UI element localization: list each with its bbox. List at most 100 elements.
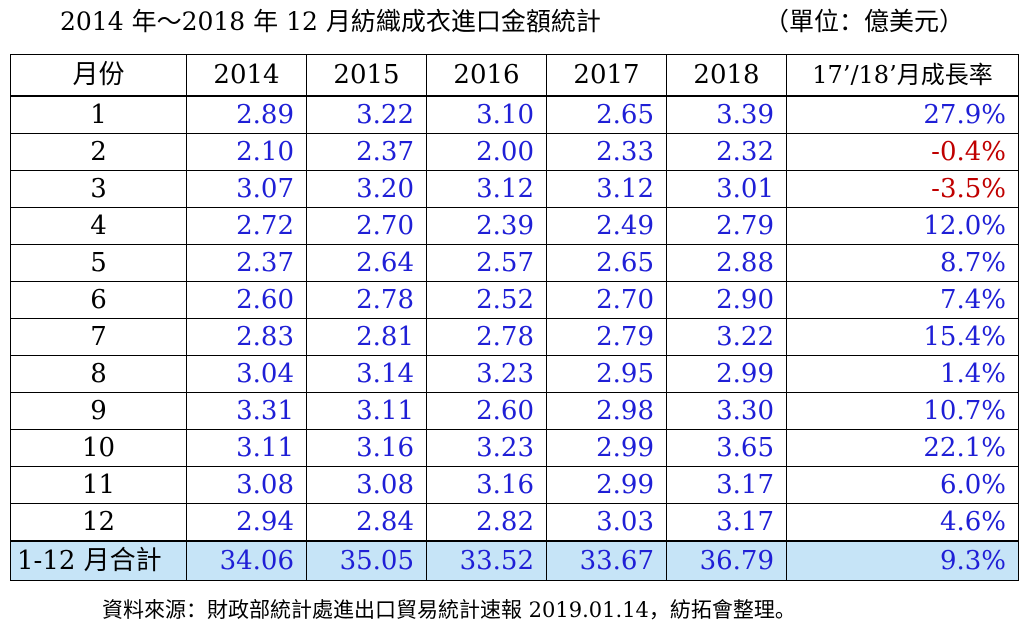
column-header-2014: 2014 (186, 54, 307, 97)
value-cell-2015: 3.20 (306, 170, 427, 208)
value-cell-2018: 2.90 (666, 281, 787, 319)
value-cell-2016: 3.16 (426, 466, 547, 504)
growth-rate-cell: 8.7% (786, 244, 1019, 282)
value-cell-2015: 35.05 (306, 540, 427, 581)
column-header-2015: 2015 (306, 54, 427, 97)
value-cell-2018: 3.01 (666, 170, 787, 208)
growth-rate-cell: 6.0% (786, 466, 1019, 504)
value-cell-2017: 2.65 (546, 95, 667, 134)
value-cell-2017: 2.95 (546, 355, 667, 393)
table-row: 6 2.60 2.78 2.52 2.70 2.90 7.4% (10, 281, 1019, 319)
column-header-2017: 2017 (546, 54, 667, 97)
value-cell-2014: 2.37 (186, 244, 307, 282)
value-cell-2016: 3.23 (426, 355, 547, 393)
value-cell-2018: 3.17 (666, 503, 787, 542)
growth-rate-cell: -3.5% (786, 170, 1019, 208)
table-row: 12 2.94 2.84 2.82 3.03 3.17 4.6% (10, 503, 1019, 542)
value-cell-2017: 2.49 (546, 207, 667, 245)
source-text: 資料來源：財政部統計處進出口貿易統計速報 2019.01.14，紡拓會整理。 (102, 598, 796, 622)
value-cell-2014: 3.11 (186, 429, 307, 467)
table-row: 4 2.72 2.70 2.39 2.49 2.79 12.0% (10, 207, 1019, 245)
value-cell-2017: 2.99 (546, 429, 667, 467)
value-cell-2015: 2.84 (306, 503, 427, 542)
value-cell-2017: 3.12 (546, 170, 667, 208)
value-cell-2017: 2.65 (546, 244, 667, 282)
table-header-row: 月份 2014 2015 2016 2017 2018 17’/18’月成長率 (10, 54, 1019, 97)
value-cell-2014: 2.83 (186, 318, 307, 356)
value-cell-2015: 2.37 (306, 133, 427, 171)
table-total-row: 1-12 月合計 34.06 35.05 33.52 33.67 36.79 9.3% (10, 540, 1019, 581)
growth-rate-cell: 7.4% (786, 281, 1019, 319)
table-body: 1 2.89 3.22 3.10 2.65 3.39 27.9% 2 2.10 2.37 2.00 2… (10, 95, 1019, 581)
growth-rate-cell: 9.3% (786, 540, 1019, 581)
value-cell-2018: 2.32 (666, 133, 787, 171)
month-cell: 3 (10, 170, 187, 208)
value-cell-2014: 2.60 (186, 281, 307, 319)
value-cell-2018: 3.65 (666, 429, 787, 467)
column-header-2018: 2018 (666, 54, 787, 97)
growth-rate-cell: 4.6% (786, 503, 1019, 542)
growth-rate-cell: 27.9% (786, 95, 1019, 134)
value-cell-2017: 2.98 (546, 392, 667, 430)
column-header-growth-rate: 17’/18’月成長率 (786, 54, 1019, 97)
value-cell-2014: 2.10 (186, 133, 307, 171)
value-cell-2017: 3.03 (546, 503, 667, 542)
value-cell-2016: 2.57 (426, 244, 547, 282)
value-cell-2014: 2.94 (186, 503, 307, 542)
table-row: 3 3.07 3.20 3.12 3.12 3.01 -3.5% (10, 170, 1019, 208)
value-cell-2016: 2.39 (426, 207, 547, 245)
growth-rate-cell: 1.4% (786, 355, 1019, 393)
value-cell-2014: 2.72 (186, 207, 307, 245)
value-cell-2014: 3.08 (186, 466, 307, 504)
month-cell: 6 (10, 281, 187, 319)
value-cell-2016: 3.23 (426, 429, 547, 467)
value-cell-2015: 3.22 (306, 95, 427, 134)
growth-rate-cell: 15.4% (786, 318, 1019, 356)
value-cell-2016: 2.60 (426, 392, 547, 430)
value-cell-2017: 2.33 (546, 133, 667, 171)
growth-rate-cell: 22.1% (786, 429, 1019, 467)
value-cell-2014: 2.89 (186, 95, 307, 134)
value-cell-2016: 2.00 (426, 133, 547, 171)
total-label: 1-12 月合計 (10, 540, 187, 581)
page-title: 2014 年～2018 年 12 月紡織成衣進口金額統計 (60, 7, 601, 36)
value-cell-2016: 33.52 (426, 540, 547, 581)
value-cell-2018: 3.17 (666, 466, 787, 504)
table-row: 1 2.89 3.22 3.10 2.65 3.39 27.9% (10, 95, 1019, 134)
source-note: 資料來源：財政部統計處進出口貿易統計速報 2019.01.14，紡拓會整理。 (0, 594, 1028, 626)
title-row: 2014 年～2018 年 12 月紡織成衣進口金額統計 （單位：億美元） (0, 2, 1028, 42)
table-row: 10 3.11 3.16 3.23 2.99 3.65 22.1% (10, 429, 1019, 467)
month-cell: 1 (10, 95, 187, 134)
value-cell-2018: 3.22 (666, 318, 787, 356)
table-row: 9 3.31 3.11 2.60 2.98 3.30 10.7% (10, 392, 1019, 430)
table-row: 8 3.04 3.14 3.23 2.95 2.99 1.4% (10, 355, 1019, 393)
value-cell-2018: 3.39 (666, 95, 787, 134)
value-cell-2014: 3.07 (186, 170, 307, 208)
value-cell-2017: 33.67 (546, 540, 667, 581)
value-cell-2015: 3.11 (306, 392, 427, 430)
table-row: 11 3.08 3.08 3.16 2.99 3.17 6.0% (10, 466, 1019, 504)
value-cell-2016: 2.78 (426, 318, 547, 356)
value-cell-2018: 2.79 (666, 207, 787, 245)
value-cell-2015: 2.70 (306, 207, 427, 245)
value-cell-2016: 3.10 (426, 95, 547, 134)
import-statistics-table: 月份 2014 2015 2016 2017 2018 17’/18’月成長率 … (10, 54, 1019, 581)
value-cell-2017: 2.99 (546, 466, 667, 504)
unit-label: （單位：億美元） (764, 7, 965, 36)
value-cell-2018: 2.99 (666, 355, 787, 393)
month-cell: 9 (10, 392, 187, 430)
value-cell-2017: 2.70 (546, 281, 667, 319)
month-cell: 8 (10, 355, 187, 393)
table-row: 2 2.10 2.37 2.00 2.33 2.32 -0.4% (10, 133, 1019, 171)
value-cell-2014: 3.04 (186, 355, 307, 393)
table-row: 5 2.37 2.64 2.57 2.65 2.88 8.7% (10, 244, 1019, 282)
column-header-2016: 2016 (426, 54, 547, 97)
value-cell-2016: 2.82 (426, 503, 547, 542)
growth-rate-cell: -0.4% (786, 133, 1019, 171)
month-cell: 2 (10, 133, 187, 171)
value-cell-2015: 3.14 (306, 355, 427, 393)
month-cell: 10 (10, 429, 187, 467)
month-cell: 4 (10, 207, 187, 245)
value-cell-2014: 34.06 (186, 540, 307, 581)
value-cell-2015: 3.08 (306, 466, 427, 504)
